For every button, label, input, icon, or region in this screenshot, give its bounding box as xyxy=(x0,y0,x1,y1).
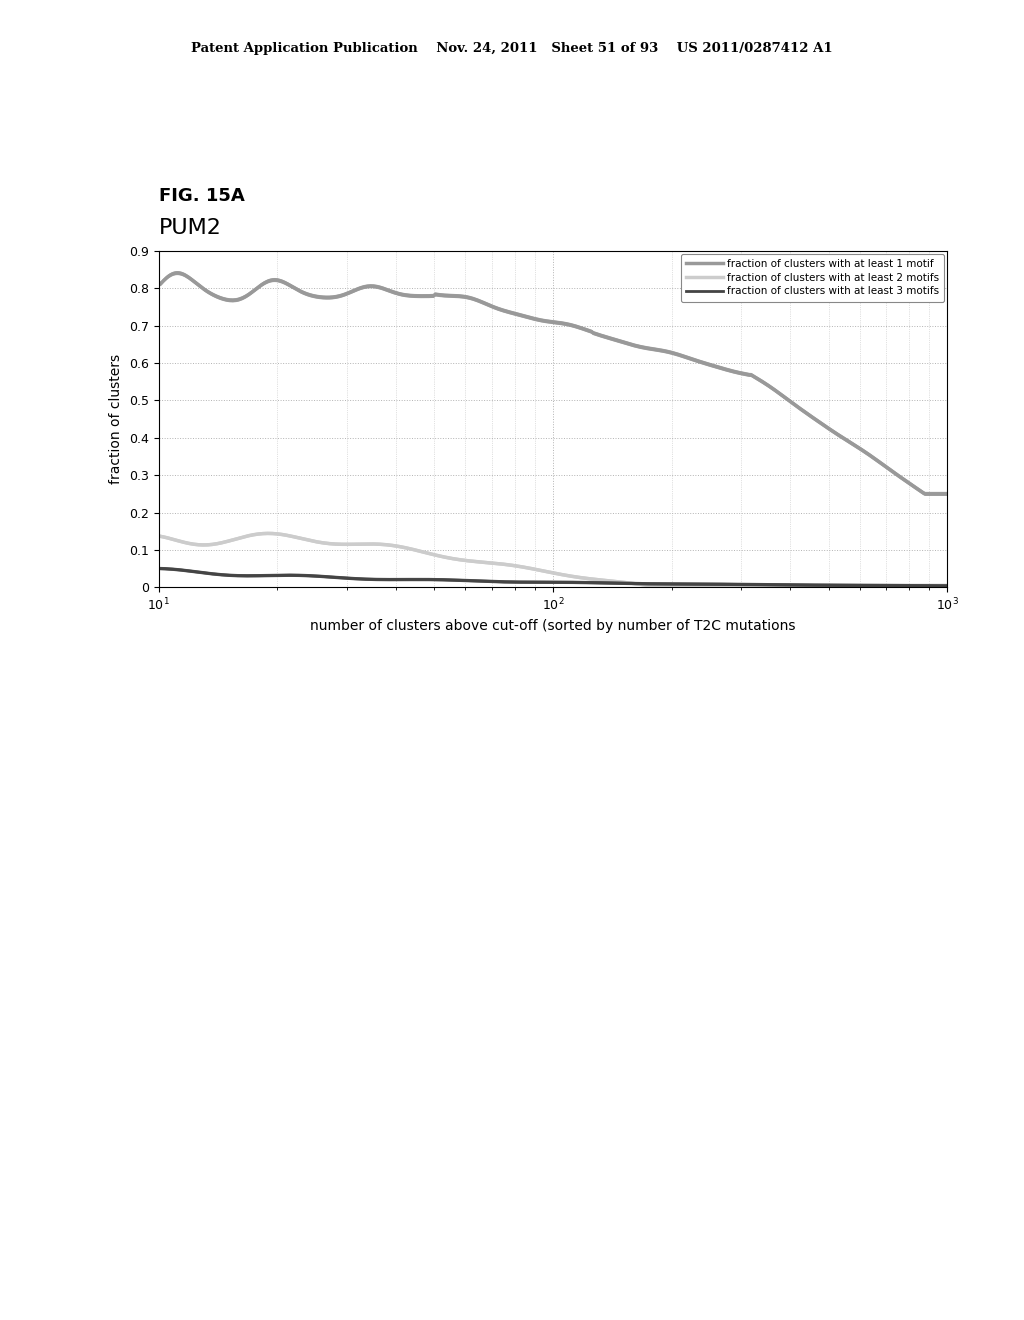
fraction of clusters with at least 1 motif xyxy=(941,486,953,502)
fraction of clusters with at least 1 motif xyxy=(172,265,184,281)
fraction of clusters with at least 2 motifs xyxy=(642,578,654,594)
fraction of clusters with at least 3 motifs xyxy=(622,576,634,591)
Line: fraction of clusters with at least 2 motifs: fraction of clusters with at least 2 mot… xyxy=(159,533,947,586)
Text: Patent Application Publication    Nov. 24, 2011   Sheet 51 of 93    US 2011/0287: Patent Application Publication Nov. 24, … xyxy=(191,42,833,55)
fraction of clusters with at least 2 motifs xyxy=(581,570,593,586)
fraction of clusters with at least 2 motifs xyxy=(153,528,165,544)
fraction of clusters with at least 1 motif xyxy=(926,486,938,502)
fraction of clusters with at least 2 motifs xyxy=(624,576,636,591)
fraction of clusters with at least 1 motif xyxy=(624,337,636,352)
fraction of clusters with at least 1 motif xyxy=(528,312,541,327)
fraction of clusters with at least 2 motifs xyxy=(261,525,273,541)
X-axis label: number of clusters above cut-off (sorted by number of T2C mutations: number of clusters above cut-off (sorted… xyxy=(310,619,796,634)
fraction of clusters with at least 1 motif xyxy=(801,405,813,421)
fraction of clusters with at least 2 motifs xyxy=(534,562,546,578)
fraction of clusters with at least 3 motifs xyxy=(580,574,592,590)
fraction of clusters with at least 3 motifs xyxy=(527,574,540,590)
fraction of clusters with at least 2 motifs xyxy=(941,578,953,594)
Text: PUM2: PUM2 xyxy=(159,218,221,238)
fraction of clusters with at least 1 motif xyxy=(153,275,165,290)
Legend: fraction of clusters with at least 1 motif, fraction of clusters with at least 2: fraction of clusters with at least 1 mot… xyxy=(681,253,944,302)
fraction of clusters with at least 1 motif xyxy=(534,312,546,327)
fraction of clusters with at least 2 motifs xyxy=(528,561,541,577)
fraction of clusters with at least 3 motifs xyxy=(531,574,544,590)
fraction of clusters with at least 3 motifs xyxy=(941,578,953,594)
Text: FIG. 15A: FIG. 15A xyxy=(159,186,245,205)
Line: fraction of clusters with at least 1 motif: fraction of clusters with at least 1 mot… xyxy=(159,273,947,494)
fraction of clusters with at least 1 motif xyxy=(581,322,593,338)
fraction of clusters with at least 3 motifs xyxy=(922,578,934,594)
fraction of clusters with at least 2 motifs xyxy=(802,578,814,594)
fraction of clusters with at least 3 motifs xyxy=(799,577,811,593)
Y-axis label: fraction of clusters: fraction of clusters xyxy=(110,354,124,484)
fraction of clusters with at least 1 motif xyxy=(919,486,931,502)
fraction of clusters with at least 3 motifs xyxy=(153,561,165,577)
Line: fraction of clusters with at least 3 motifs: fraction of clusters with at least 3 mot… xyxy=(159,569,947,586)
fraction of clusters with at least 2 motifs xyxy=(926,578,938,594)
